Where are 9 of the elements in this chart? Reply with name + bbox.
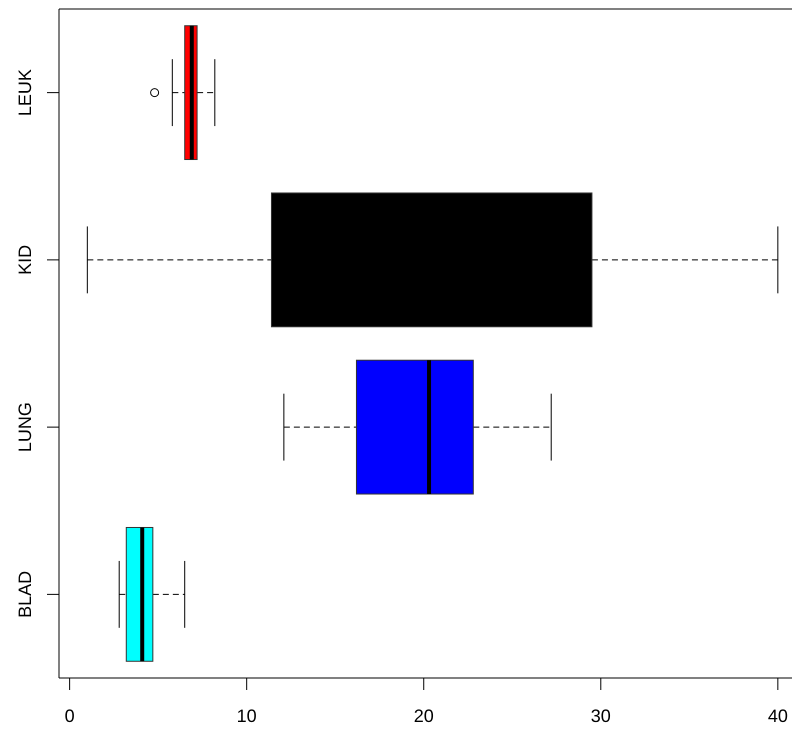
x-tick-label: 40	[768, 706, 788, 726]
y-tick-label: LEUK	[15, 69, 35, 116]
y-tick-label: LUNG	[15, 402, 35, 452]
x-tick-label: 10	[236, 706, 257, 726]
y-tick-label: BLAD	[15, 570, 35, 618]
x-tick-label: 0	[64, 706, 75, 726]
y-tick-label: KID	[15, 244, 35, 275]
x-tick-label: 30	[590, 706, 611, 726]
x-tick-label: 20	[414, 706, 434, 726]
